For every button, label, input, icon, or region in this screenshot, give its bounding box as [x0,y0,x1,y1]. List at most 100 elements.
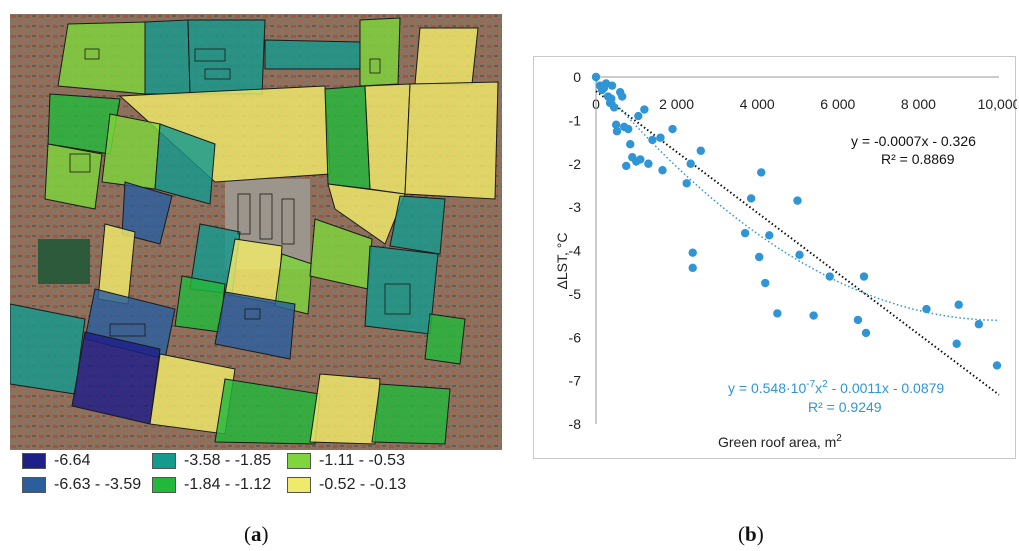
data-point [809,311,818,320]
data-point [658,166,667,175]
polynomial-trendline [595,80,999,321]
data-point [746,194,756,203]
x-axis-title: Green roof area, m2 [718,433,842,450]
block [424,313,466,365]
data-point [922,304,931,314]
linear-trendline [595,90,1000,396]
data-point [954,300,963,309]
data-point [634,111,643,121]
block [144,19,191,95]
data-point [952,339,961,348]
block [359,17,401,87]
legend-item: -6.64 [22,452,90,470]
block [264,39,361,70]
data-point [859,272,869,281]
block [154,123,216,205]
data-point [609,103,619,112]
data-point [668,124,677,134]
legend-label: -0.52 - -0.13 [319,476,407,493]
chart-border [533,56,1016,459]
y-tick-label: 0 [573,69,581,85]
y-tick-label: -8 [569,416,582,432]
legend-swatch [22,477,46,493]
legend-swatch [287,453,311,469]
block [214,378,321,445]
legend-swatch [152,477,176,493]
y-tick-label: -1 [569,112,582,128]
block [174,275,226,333]
legend-swatch [22,453,46,469]
block [187,19,266,95]
data-point [622,161,631,171]
data-point [696,146,705,155]
block [404,81,499,200]
data-point [682,179,691,188]
legend-label: -6.64 [54,452,91,469]
data-point [644,159,653,168]
x-tick-label: 6 000 [820,96,855,112]
linear-fit-r2: R² = 0.8869 [881,151,955,167]
block [101,113,161,190]
data-point [640,105,649,114]
block [327,183,406,245]
data-point [688,248,697,257]
block [371,383,451,445]
legend-swatch [152,453,176,469]
block [414,27,479,85]
data-point [795,250,804,260]
block [389,195,446,255]
data-point [686,159,695,168]
data-point [861,328,871,338]
data-point [617,92,627,101]
block [274,253,313,315]
data-points [591,72,1002,370]
y-tick-label: -5 [569,286,582,302]
data-point [992,361,1002,370]
y-tick-label: -4 [569,243,582,259]
y-tick-labels: 0 -1 -2 -3 -4 -5 -6 -7 -8 [569,69,582,432]
y-tick-label: -7 [569,373,582,389]
poly-fit-r2: R² = 0.9249 [808,399,882,415]
data-point [765,231,774,240]
data-point [624,124,633,134]
data-point [853,315,863,325]
legend-item: -0.52 - -0.13 [287,476,406,494]
y-tick-label: -6 [569,329,582,345]
block [324,85,371,190]
legend-label: -6.63 - -3.59 [54,476,142,493]
x-tick-label: 8 000 [901,96,936,112]
poly-fit-equation: y = 0.548·10-7x2 - 0.0011x - 0.0879 [728,379,944,396]
y-axis-title: ΔLST, °C [554,233,570,290]
data-point [793,196,802,205]
data-point [757,168,766,177]
data-point [607,81,617,90]
legend-item: -1.84 - -1.12 [152,476,271,494]
linear-fit-equation: y = -0.0007x - 0.326 [851,133,976,149]
legend-swatch [287,477,311,493]
x-tick-label: 10,000 [978,96,1017,112]
data-point [591,72,601,82]
roof-outlines [69,48,411,337]
data-point [755,252,764,262]
y-tick-label: -2 [569,156,582,172]
data-point [761,278,770,288]
caption-b: (b) [738,522,764,546]
x-tick-label: 2 000 [659,96,694,112]
map-panel [10,14,502,450]
y-tick-label: -3 [569,199,582,215]
legend-label: -3.58 - -1.85 [184,452,272,469]
block [214,291,296,360]
legend-label: -1.84 - -1.12 [184,476,272,493]
legend-item: -6.63 - -3.59 [22,476,141,494]
block [121,181,173,245]
x-tick-label: 4 000 [740,96,775,112]
data-point [636,155,645,164]
data-point [626,140,635,149]
block [10,303,86,395]
block [364,245,439,335]
data-point [974,320,984,329]
legend-item: -3.58 - -1.85 [152,452,271,470]
data-point [740,228,750,238]
data-point [656,133,665,142]
